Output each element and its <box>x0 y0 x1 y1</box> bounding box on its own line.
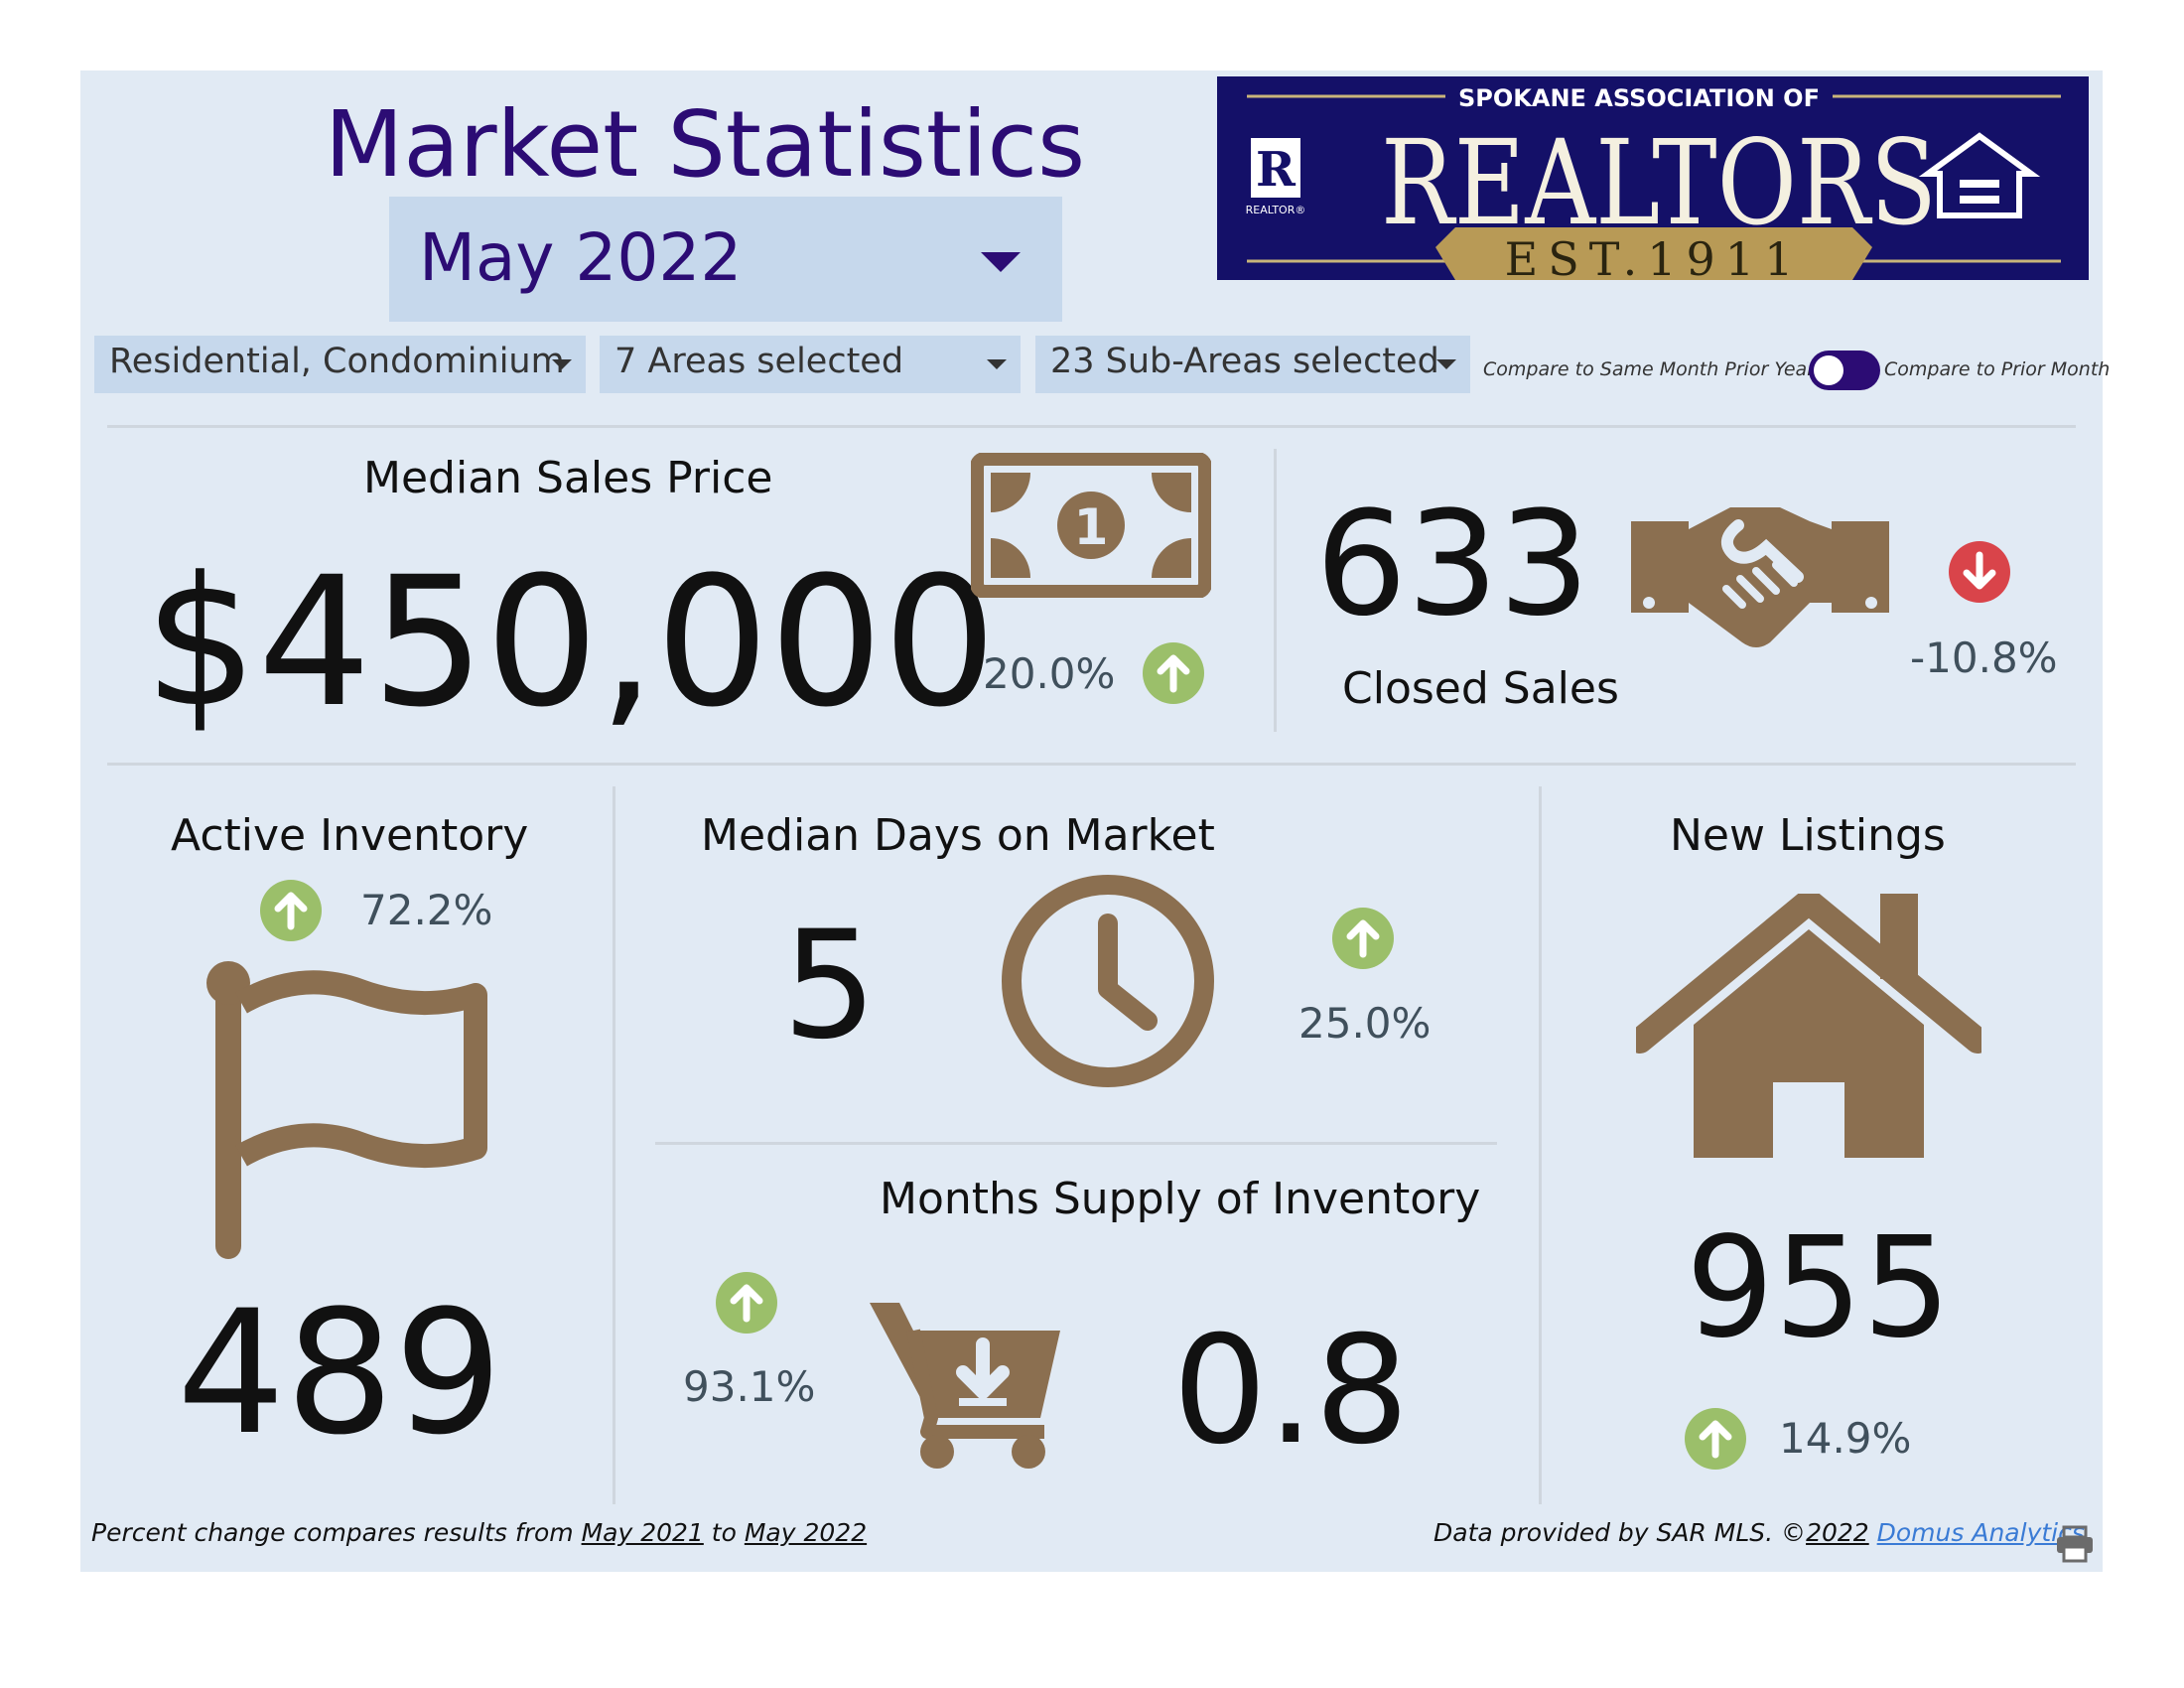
median-sales-price-value: $450,000 <box>144 539 997 747</box>
closed-sales-title: Closed Sales <box>1342 663 1619 714</box>
arrow-up-icon <box>1332 908 1394 969</box>
arrow-down-icon <box>1949 541 2010 603</box>
realtors-logo: SPOKANE ASSOCIATION OF R REALTOR® REALTO… <box>1217 76 2089 280</box>
arrow-up-icon <box>260 880 322 941</box>
months-supply-value: 0.8 <box>1172 1305 1410 1477</box>
new-listings-title: New Listings <box>1670 810 1946 861</box>
active-inventory-value: 489 <box>177 1273 503 1473</box>
month-dropdown[interactable]: May 2022 <box>389 197 1062 322</box>
active-inventory-title: Active Inventory <box>171 810 529 861</box>
closed-sales-value: 633 <box>1315 481 1590 648</box>
domus-analytics-link[interactable]: Domus Analytics <box>1876 1518 2085 1547</box>
footer-year: 2022 <box>1806 1518 1869 1547</box>
clock-icon <box>999 872 1217 1094</box>
areas-dropdown[interactable]: 7 Areas selected <box>600 336 1021 393</box>
handshake-icon <box>1631 493 1889 656</box>
active-inventory-change: 72.2% <box>360 886 493 934</box>
month-dropdown-value: May 2022 <box>419 219 743 296</box>
divider <box>1539 786 1542 1504</box>
divider <box>107 425 2076 428</box>
closed-sales-change: -10.8% <box>1910 633 2058 682</box>
footer-note-mid: to <box>711 1518 737 1547</box>
arrow-up-icon <box>1685 1408 1746 1470</box>
chevron-down-icon <box>987 359 1007 369</box>
chevron-down-icon <box>1436 359 1456 369</box>
logo-r-mark: R <box>1256 142 1297 198</box>
months-supply-change: 93.1% <box>683 1362 816 1411</box>
chevron-down-icon <box>981 252 1021 272</box>
toggle-knob <box>1814 355 1843 385</box>
footer-credit-prefix: Data provided by SAR MLS. © <box>1433 1518 1807 1547</box>
median-days-value: 5 <box>782 900 878 1072</box>
toggle-right-label: Compare to Prior Month <box>1884 358 2111 380</box>
footer-note: Percent change compares results from May… <box>91 1518 867 1547</box>
footer-note-prefix: Percent change compares results from <box>91 1518 574 1547</box>
logo-top-text: SPOKANE ASSOCIATION OF <box>1458 84 1820 112</box>
new-listings-change: 14.9% <box>1779 1414 1912 1463</box>
divider <box>655 1142 1497 1145</box>
toggle-left-label: Compare to Same Month Prior Year <box>1483 358 1815 380</box>
footer-credit: Data provided by SAR MLS. ©2022 Domus An… <box>1433 1518 2085 1547</box>
flag-icon <box>202 961 499 1263</box>
sub-areas-value: 23 Sub-Areas selected <box>1050 342 1439 381</box>
sub-areas-dropdown[interactable]: 23 Sub-Areas selected <box>1035 336 1470 393</box>
divider <box>613 786 615 1504</box>
median-sales-price-title: Median Sales Price <box>363 453 773 503</box>
money-bill-icon: 1 <box>970 452 1212 602</box>
logo-r-caption: REALTOR® <box>1246 204 1306 216</box>
footer-from-date: May 2021 <box>581 1518 704 1547</box>
footer-to-date: May 2022 <box>744 1518 868 1547</box>
divider <box>1274 449 1277 732</box>
compare-toggle[interactable] <box>1809 351 1880 390</box>
divider <box>107 763 2076 766</box>
chevron-down-icon <box>552 359 572 369</box>
median-days-change: 25.0% <box>1298 999 1432 1048</box>
median-sales-price-change: 20.0% <box>983 649 1116 698</box>
arrow-up-icon <box>1143 642 1204 704</box>
areas-value: 7 Areas selected <box>614 342 904 381</box>
svg-text:1: 1 <box>1074 498 1109 556</box>
print-icon[interactable] <box>2055 1525 2095 1567</box>
property-type-value: Residential, Condominium <box>109 342 565 381</box>
arrow-up-icon <box>716 1272 777 1334</box>
median-days-title: Median Days on Market <box>701 810 1215 861</box>
house-icon <box>1627 889 1990 1166</box>
property-type-dropdown[interactable]: Residential, Condominium <box>94 336 586 393</box>
new-listings-value: 955 <box>1686 1207 1952 1369</box>
cart-download-icon <box>866 1293 1064 1476</box>
months-supply-title: Months Supply of Inventory <box>880 1174 1481 1224</box>
logo-est-text: EST.1911 <box>1505 232 1804 280</box>
page-title: Market Statistics <box>324 91 1086 198</box>
